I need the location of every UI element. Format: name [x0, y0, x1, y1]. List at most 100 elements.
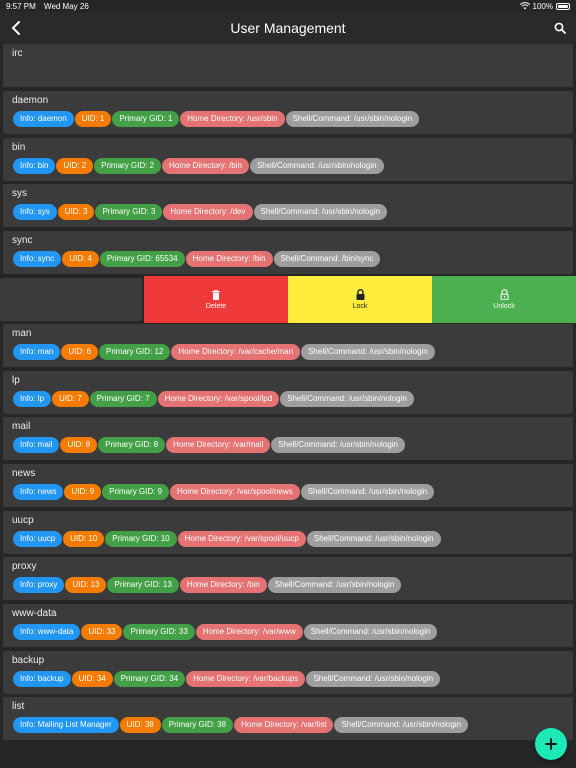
home-badge: Home Directory: /var/cache/man: [171, 344, 301, 360]
home-badge: Home Directory: /var/backups: [186, 671, 306, 687]
gid-badge: Primary GID: 10: [105, 531, 177, 547]
uid-badge: UID: 33: [81, 624, 123, 640]
uid-badge: UID: 10: [63, 531, 105, 547]
user-card-list[interactable]: list Info: Mailing List Manager UID: 38 Pri…: [3, 697, 573, 740]
home-badge: Home Directory: /var/spool/lpd: [157, 391, 280, 407]
page-title: User Management: [230, 20, 346, 36]
user-badges: Info: Mailing List Manager UID: 38 Primary…: [13, 717, 469, 733]
info-badge: Info: sys: [13, 204, 57, 220]
info-badge: Info: backup: [13, 671, 71, 687]
search-button[interactable]: [550, 18, 570, 38]
user-card-proxy[interactable]: proxy Info: proxy UID: 13 Primary GID: 13 Ho…: [3, 557, 573, 600]
plus-icon: [545, 738, 557, 750]
user-badges: Info: man UID: 6 Primary GID: 12 Home Direc…: [13, 344, 435, 360]
shell-badge: Shell/Command: /usr/sbin/nologin: [334, 717, 469, 733]
user-card-daemon[interactable]: daemon Info: daemon UID: 1 Primary GID: 1 Ho…: [3, 91, 573, 134]
user-name: www-data: [12, 608, 57, 619]
status-left: 9:57 PM Wed May 26: [6, 2, 95, 11]
user-card-irc[interactable]: irc: [3, 44, 573, 87]
user-badges: Info: lp UID: 7 Primary GID: 7 Home Directo…: [13, 391, 414, 407]
info-badge: Info: man: [13, 344, 61, 360]
shell-badge: Shell/Command: /usr/sbin/nologin: [253, 204, 388, 220]
info-badge: Info: sync: [13, 251, 62, 267]
user-name: bin: [12, 142, 26, 153]
home-badge: Home Directory: /var/list: [234, 717, 334, 733]
user-card-sync[interactable]: sync Info: sync UID: 4 Primary GID: 65534 Ho…: [3, 231, 573, 274]
uid-badge: UID: 9: [64, 484, 102, 500]
home-badge: Home Directory: /bin: [162, 158, 249, 174]
user-name: mail: [12, 421, 31, 432]
home-badge: Home Directory: /bin: [185, 251, 273, 267]
home-badge: Home Directory: /var/www: [195, 624, 303, 640]
user-badges: Info: sys UID: 3 Primary GID: 3 Home Direct…: [13, 204, 388, 220]
user-name: sync: [12, 235, 33, 246]
gid-badge: Primary GID: 33: [123, 624, 195, 640]
shell-badge: Shell/Command: /usr/sbin/nologin: [306, 671, 441, 687]
lock-icon: [356, 289, 364, 300]
unlock-button[interactable]: Unlock: [432, 276, 576, 323]
delete-button[interactable]: Delete: [144, 276, 288, 323]
delete-label: Delete: [205, 302, 227, 310]
shell-badge: Shell/Command: /usr/sbin/nologin: [249, 158, 384, 174]
user-name: daemon: [12, 95, 49, 106]
home-badge: Home Directory: /dev: [163, 204, 253, 220]
uid-badge: UID: 3: [57, 204, 95, 220]
info-badge: Info: www-data: [13, 624, 81, 640]
lock-button[interactable]: Lock: [288, 276, 432, 323]
user-card-sys[interactable]: sys Info: sys UID: 3 Primary GID: 3 Home Dir…: [3, 184, 573, 227]
uid-badge: UID: 34: [71, 671, 113, 687]
shell-badge: Shell/Command: /usr/sbin/nologin: [280, 391, 414, 407]
wifi-icon: [519, 2, 530, 10]
uid-badge: UID: 7: [52, 391, 89, 407]
user-badges: Info: uucp UID: 10 Primary GID: 10 Home Dir…: [13, 531, 441, 547]
shell-badge: Shell/Command: /usr/sbin/nologin: [271, 437, 405, 453]
app-bar: User Management: [0, 12, 576, 44]
info-badge: Info: proxy: [13, 577, 65, 593]
shell-badge: Shell/Command: /usr/sbin/nologin: [300, 484, 435, 500]
trash-icon: [212, 289, 220, 300]
user-card-uucp[interactable]: uucp Info: uucp UID: 10 Primary GID: 10 Home…: [3, 511, 573, 554]
uid-badge: UID: 1: [74, 111, 112, 127]
gid-badge: Primary GID: 34: [113, 671, 186, 687]
swiped-card-remainder[interactable]: [0, 278, 142, 321]
user-name: lp: [12, 375, 20, 386]
info-badge: Info: uucp: [13, 531, 63, 547]
add-user-button[interactable]: [535, 728, 567, 760]
shell-badge: Shell/Command: /usr/sbin/nologin: [301, 344, 435, 360]
user-name: list: [12, 701, 25, 712]
battery-percent: 100%: [532, 1, 553, 11]
lock-label: Lock: [352, 303, 368, 310]
shell-badge: Shell/Command: /usr/sbin/nologin: [267, 577, 402, 593]
user-card-mail[interactable]: mail Info: mail UID: 8 Primary GID: 8 Home D…: [3, 417, 573, 460]
swiped-user-row[interactable]: Delete Lock Unlock: [0, 276, 576, 323]
user-card-lp[interactable]: lp Info: lp UID: 7 Primary GID: 7 Home Direc…: [3, 371, 573, 414]
user-name: news: [12, 468, 36, 479]
user-card-man[interactable]: man Info: man UID: 6 Primary GID: 12 Home Di…: [3, 324, 573, 367]
chevron-left-icon: [11, 21, 20, 35]
shell-badge: Shell/Command: /bin/sync: [273, 251, 381, 267]
user-card-www-data[interactable]: www-data Info: www-data UID: 33 Primary GID…: [3, 604, 573, 647]
user-badges: Info: www-data UID: 33 Primary GID: 33 Home…: [13, 624, 438, 640]
info-badge: Info: bin: [13, 158, 56, 174]
user-badges: Info: proxy UID: 13 Primary GID: 13 Home Di…: [13, 577, 402, 593]
uid-badge: UID: 2: [56, 158, 94, 174]
user-badges: Info: daemon UID: 1 Primary GID: 1 Home Dir…: [13, 111, 420, 127]
uid-badge: UID: 8: [60, 437, 98, 453]
user-badges: Info: bin UID: 2 Primary GID: 2 Home Direct…: [13, 158, 384, 174]
gid-badge: Primary GID: 38: [161, 717, 234, 733]
unlock-icon: [500, 289, 508, 300]
status-date: Wed May 26: [44, 1, 89, 11]
home-badge: Home Directory: /var/mail: [166, 437, 271, 453]
shell-badge: Shell/Command: /usr/sbin/nologin: [303, 624, 438, 640]
back-button[interactable]: [6, 18, 26, 38]
gid-badge: Primary GID: 13: [107, 577, 179, 593]
uid-badge: UID: 6: [61, 344, 99, 360]
info-badge: Info: daemon: [13, 111, 74, 127]
gid-badge: Primary GID: 65534: [99, 251, 185, 267]
user-card-bin[interactable]: bin Info: bin UID: 2 Primary GID: 2 Home Dir…: [3, 138, 573, 181]
shell-badge: Shell/Command: /usr/sbin/nologin: [306, 531, 441, 547]
user-card-news[interactable]: news Info: news UID: 9 Primary GID: 9 Home D…: [3, 464, 573, 507]
battery-icon: [556, 2, 570, 10]
info-badge: Info: news: [13, 484, 64, 500]
user-card-backup[interactable]: backup Info: backup UID: 34 Primary GID: 34…: [3, 651, 573, 694]
